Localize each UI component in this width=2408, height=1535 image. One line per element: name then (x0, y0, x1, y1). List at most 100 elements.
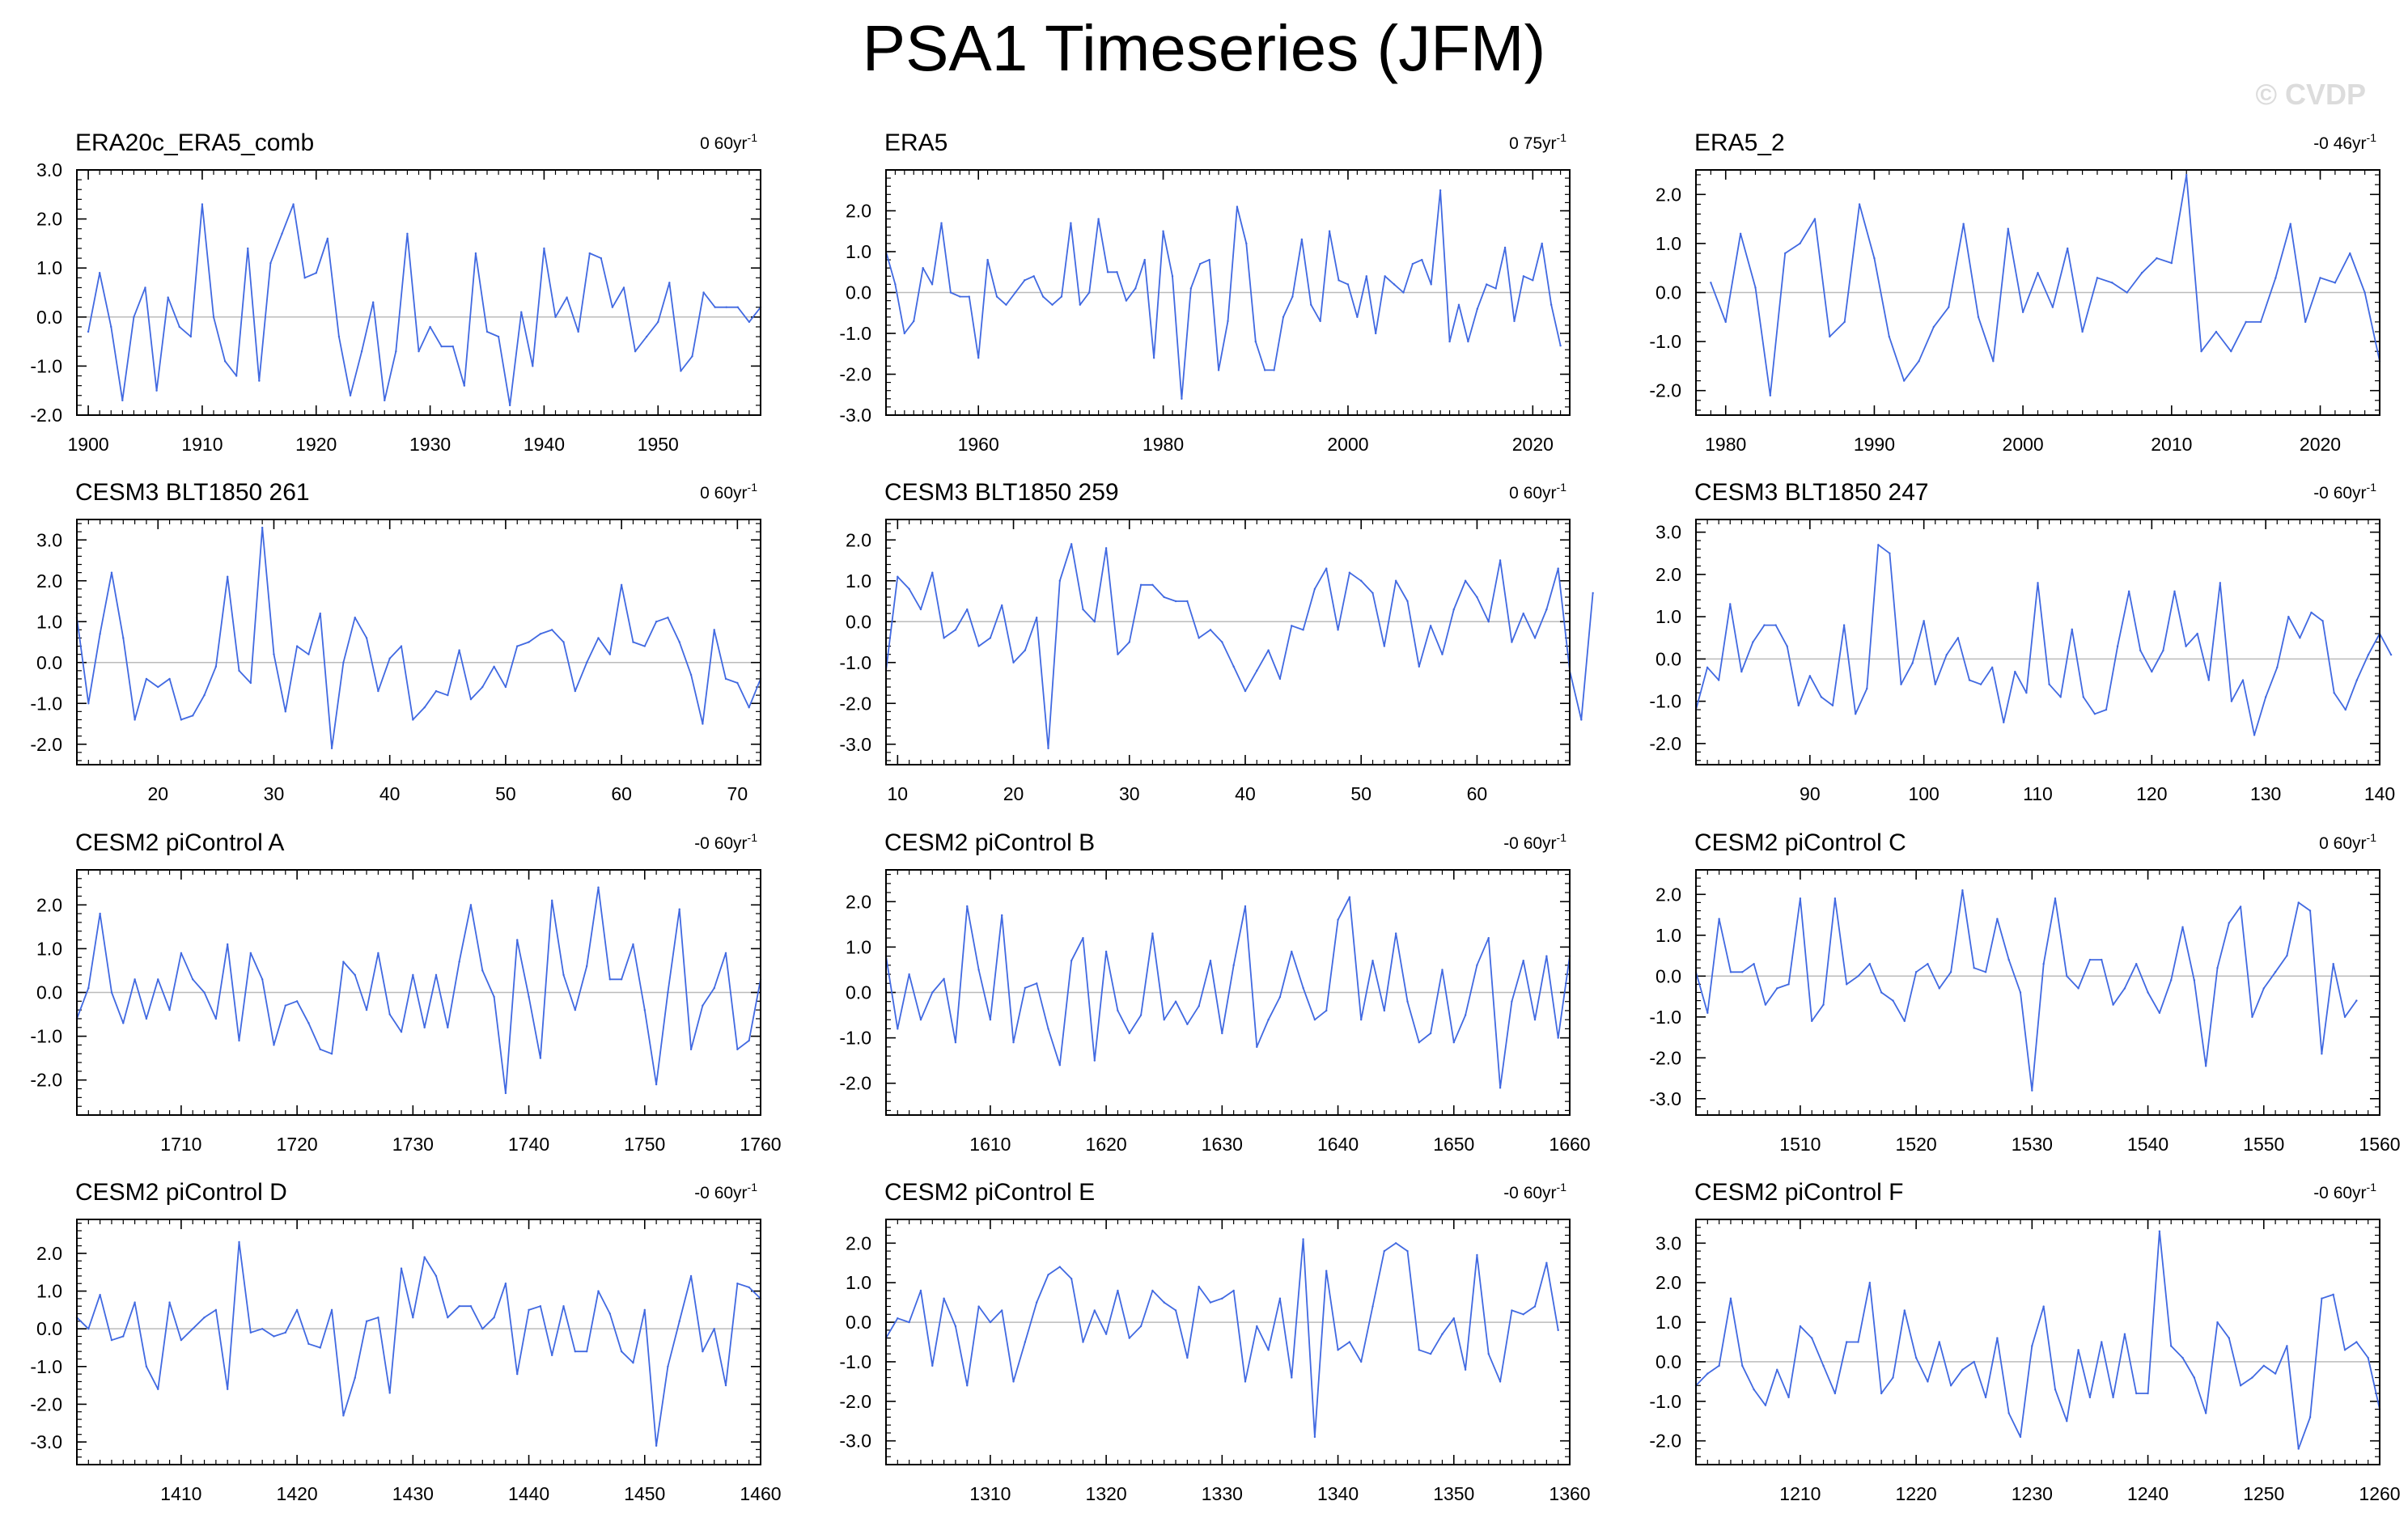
x-tick-label: 1460 (740, 1483, 781, 1504)
data-point (1291, 295, 1294, 298)
x-tick-label: 100 (1908, 783, 1939, 804)
data-point (1984, 1396, 1987, 1399)
data-point (977, 645, 980, 647)
data-point (528, 1308, 530, 1312)
data-point (1267, 1349, 1270, 1351)
y-tick-label: 2.0 (36, 894, 62, 915)
data-point (2158, 1230, 2161, 1232)
x-tick-label: 1530 (2012, 1134, 2053, 1155)
trend-label: -0 60yr-1 (2313, 481, 2376, 502)
data-point (1128, 641, 1130, 643)
x-tick-label: 1990 (1854, 434, 1895, 455)
data-point (497, 335, 500, 338)
data-point (122, 1335, 125, 1338)
y-tick-label: -2.0 (1649, 1047, 1681, 1068)
x-tick-label: 1520 (1896, 1134, 1937, 1155)
data-point (1384, 275, 1386, 278)
x-tick-label: 1920 (295, 434, 337, 455)
data-point (2158, 1011, 2161, 1014)
data-point (1457, 303, 1460, 306)
data-point (585, 965, 588, 968)
data-point (1990, 666, 1994, 669)
data-point (134, 1301, 136, 1304)
plot-frame (76, 1219, 761, 1465)
trend-text: 0 75yr (1509, 134, 1556, 153)
data-point (284, 710, 286, 713)
data-point (1845, 983, 1848, 986)
data-point (989, 637, 992, 639)
data-point (1244, 905, 1247, 908)
data-point (691, 355, 693, 358)
data-point (943, 977, 945, 980)
data-point (1808, 675, 1812, 677)
data-point (1151, 583, 1154, 586)
y-tick-label: -3.0 (1649, 1088, 1681, 1109)
plot-frame (885, 519, 1571, 765)
data-point (1070, 222, 1072, 224)
chart-panel: CESM2 piControl C 0 60yr-1 -3.0 -2.0 -1.0 0.0… (1649, 829, 2400, 1155)
x-tick-label: 1340 (1317, 1483, 1359, 1504)
x-tick-label: 2000 (1327, 434, 1368, 455)
plot-area: ERA20c_ERA5_comb 0 60yr-1 -2.0 -1.0 0.0 1.0 2.… (30, 129, 762, 455)
data-point (2082, 696, 2085, 698)
y-tick-label: -2.0 (839, 693, 871, 714)
y-tick-label: 3.0 (36, 529, 62, 550)
data-point (1753, 962, 1755, 965)
y-tick-label: -2.0 (1649, 733, 1681, 754)
data-point (1070, 960, 1073, 962)
data-point (469, 698, 473, 701)
data-point (1842, 624, 1846, 626)
data-point (1418, 1041, 1421, 1044)
data-point (554, 316, 557, 318)
data-point (611, 306, 614, 308)
data-point (1291, 625, 1293, 627)
data-point (1799, 1325, 1802, 1328)
data-point (1499, 1380, 1502, 1383)
data-point (2343, 1016, 2347, 1018)
x-tick-label: 1610 (969, 1134, 1011, 1155)
data-point (1254, 340, 1257, 343)
trend-label: 0 60yr-1 (2319, 831, 2376, 853)
data-point (528, 995, 530, 999)
x-tick-label: 10 (888, 783, 909, 804)
data-point (1198, 1285, 1200, 1288)
data-point (1001, 604, 1003, 607)
x-tick-label: 1450 (624, 1483, 665, 1504)
data-point (2185, 645, 2187, 647)
data-point (1035, 1301, 1038, 1304)
data-point (1522, 960, 1524, 962)
data-point (1273, 369, 1275, 371)
plot-area: ERA5_2 -0 46yr-1 -2.0 -1.0 0.0 1.0 2.0 1980 1990… (1649, 129, 2381, 455)
data-point (516, 645, 519, 647)
data-point (1829, 335, 1831, 338)
data-point (365, 1320, 368, 1323)
data-point (2321, 620, 2324, 622)
data-point (539, 633, 542, 635)
trend-label: -0 60yr-1 (2313, 1181, 2376, 1202)
data-point (1267, 1018, 1270, 1021)
data-point (1880, 991, 1883, 994)
data-point (1232, 1289, 1235, 1292)
data-point (622, 286, 625, 289)
y-tick-label: 1.0 (36, 611, 62, 632)
data-point (2031, 1089, 2033, 1092)
trend-exponent: -1 (1557, 1181, 1567, 1194)
data-point (689, 1274, 693, 1278)
data-point (597, 637, 600, 639)
data-point (1787, 1396, 1790, 1399)
data-point (1476, 964, 1478, 967)
data-point (667, 991, 669, 994)
y-tick-label: -3.0 (30, 1431, 62, 1452)
data-point (1467, 340, 1469, 343)
trend-exponent: -1 (1557, 131, 1567, 144)
data-point (1198, 1005, 1200, 1007)
x-tick-label: 1360 (1549, 1483, 1590, 1504)
data-point (1533, 1018, 1537, 1021)
x-tick-label: 50 (1350, 783, 1371, 804)
data-point (1208, 258, 1210, 261)
data-point (1764, 1003, 1767, 1006)
data-point (2286, 1345, 2288, 1347)
data-point (1199, 262, 1202, 265)
data-point (1797, 704, 1800, 707)
data-point (2245, 320, 2247, 324)
